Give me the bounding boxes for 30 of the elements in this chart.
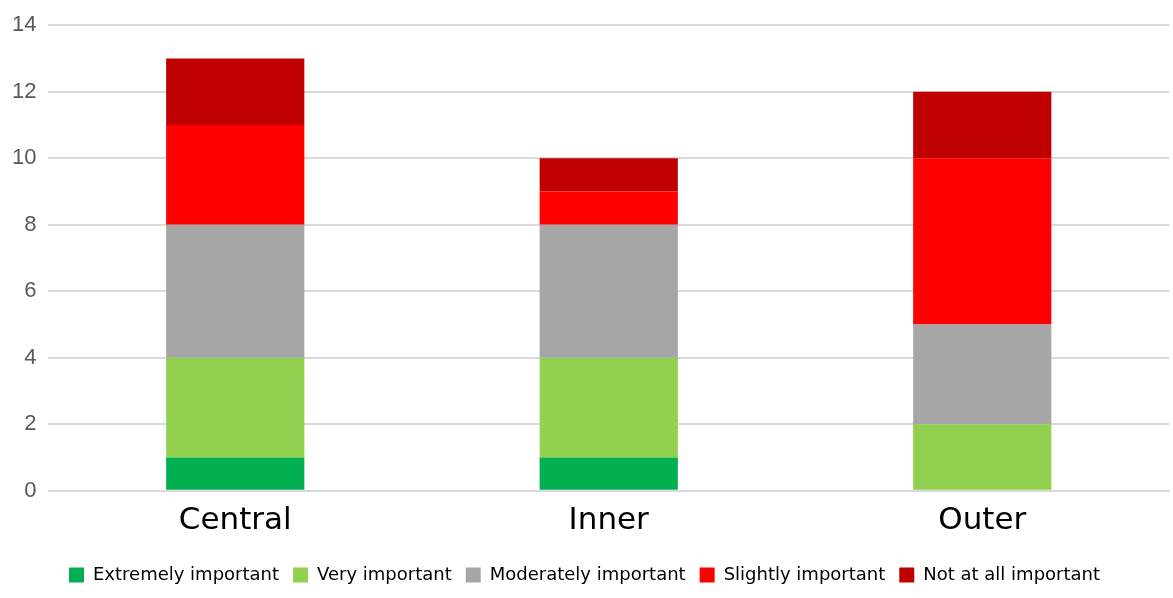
y-tick-label: 2 — [24, 410, 37, 436]
bar — [913, 424, 1052, 490]
bar — [166, 457, 305, 490]
legend-label: Moderately important — [489, 562, 686, 584]
legend-label: Not at all important — [923, 562, 1101, 584]
bar — [166, 224, 305, 358]
y-tick-label: 4 — [24, 343, 37, 369]
bar — [539, 191, 678, 225]
bar — [166, 357, 305, 458]
bar — [539, 158, 678, 192]
x-tick-label: Outer — [938, 500, 1027, 537]
bar — [166, 58, 305, 125]
legend-label: Slightly important — [723, 562, 886, 584]
bar — [913, 91, 1052, 159]
y-tick-label: 10 — [11, 144, 37, 170]
y-tick-label: 14 — [11, 11, 37, 37]
y-tick-label: 0 — [24, 476, 37, 502]
bar — [913, 324, 1052, 425]
bar — [166, 124, 305, 225]
y-tick-label: 8 — [24, 210, 37, 236]
bar — [539, 357, 678, 458]
x-tick-label: Central — [178, 500, 292, 537]
y-tick-label: 12 — [11, 77, 37, 103]
y-tick-label: 6 — [24, 277, 37, 303]
x-tick-label: Inner — [568, 500, 650, 537]
bar — [913, 158, 1052, 325]
legend-label: Extremely important — [92, 562, 280, 584]
bar — [539, 224, 678, 358]
bar — [539, 457, 678, 490]
legend-label: Very important — [317, 562, 452, 584]
